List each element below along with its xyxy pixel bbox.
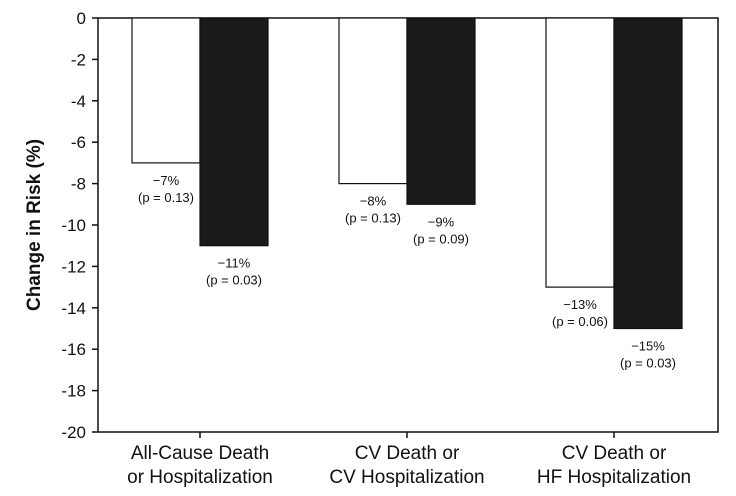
data-label: (p = 0.13) — [345, 211, 401, 226]
y-tick-label: 0 — [77, 9, 86, 28]
data-label: −11% — [218, 256, 251, 271]
x-category-label: CV Hospitalization — [329, 467, 484, 488]
bar-white-2 — [338, 17, 408, 185]
y-tick-label: -4 — [71, 92, 86, 111]
data-label: (p = 0.09) — [413, 231, 469, 246]
data-label: −9% — [428, 214, 455, 229]
y-tick-label: -10 — [61, 216, 86, 235]
y-tick-label: -16 — [61, 340, 86, 359]
x-category-label: HF Hospitalization — [537, 467, 691, 488]
data-label: (p = 0.03) — [620, 356, 676, 371]
data-label: (p = 0.13) — [138, 190, 194, 205]
y-tick-label: -8 — [71, 175, 86, 194]
y-axis-title: Change in Risk (%) — [24, 139, 45, 311]
y-tick-label: -18 — [61, 382, 86, 401]
bar-black-2 — [406, 17, 476, 205]
y-tick-label: -20 — [61, 423, 86, 442]
y-tick-label: -14 — [61, 299, 86, 318]
x-category-label: CV Death or — [355, 443, 460, 464]
plot-area: 0 -2 -4 -6 -8 -10 -12 -14 -16 -18 -20 −7% (p = 0.13)… — [61, 9, 719, 488]
data-label: (p = 0.06) — [552, 314, 608, 329]
data-label: −15% — [631, 339, 665, 354]
bar-white-1 — [131, 17, 201, 164]
bar-black-1 — [199, 17, 269, 247]
x-category-label: All-Cause Death — [131, 443, 269, 464]
y-tick-label: -6 — [71, 133, 86, 152]
bar-white-3 — [545, 17, 615, 288]
y-tick-label: -2 — [71, 50, 86, 69]
y-tick-label: -12 — [61, 257, 86, 276]
data-label: −7% — [153, 173, 180, 188]
x-category-label: CV Death or — [562, 443, 667, 464]
x-category-label: or Hospitalization — [127, 467, 273, 488]
data-label: (p = 0.03) — [206, 273, 262, 288]
data-label: −8% — [360, 194, 387, 209]
data-label: −13% — [563, 297, 597, 312]
bar-black-3 — [613, 17, 683, 330]
